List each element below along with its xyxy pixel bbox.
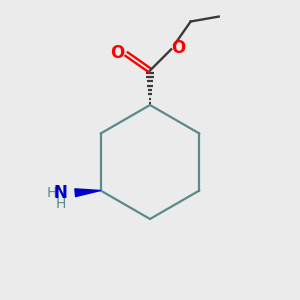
Text: O: O [110,44,125,62]
Text: N: N [54,184,68,202]
Text: H: H [46,186,57,200]
Polygon shape [75,189,100,196]
Text: H: H [56,197,66,211]
Text: O: O [172,39,186,57]
